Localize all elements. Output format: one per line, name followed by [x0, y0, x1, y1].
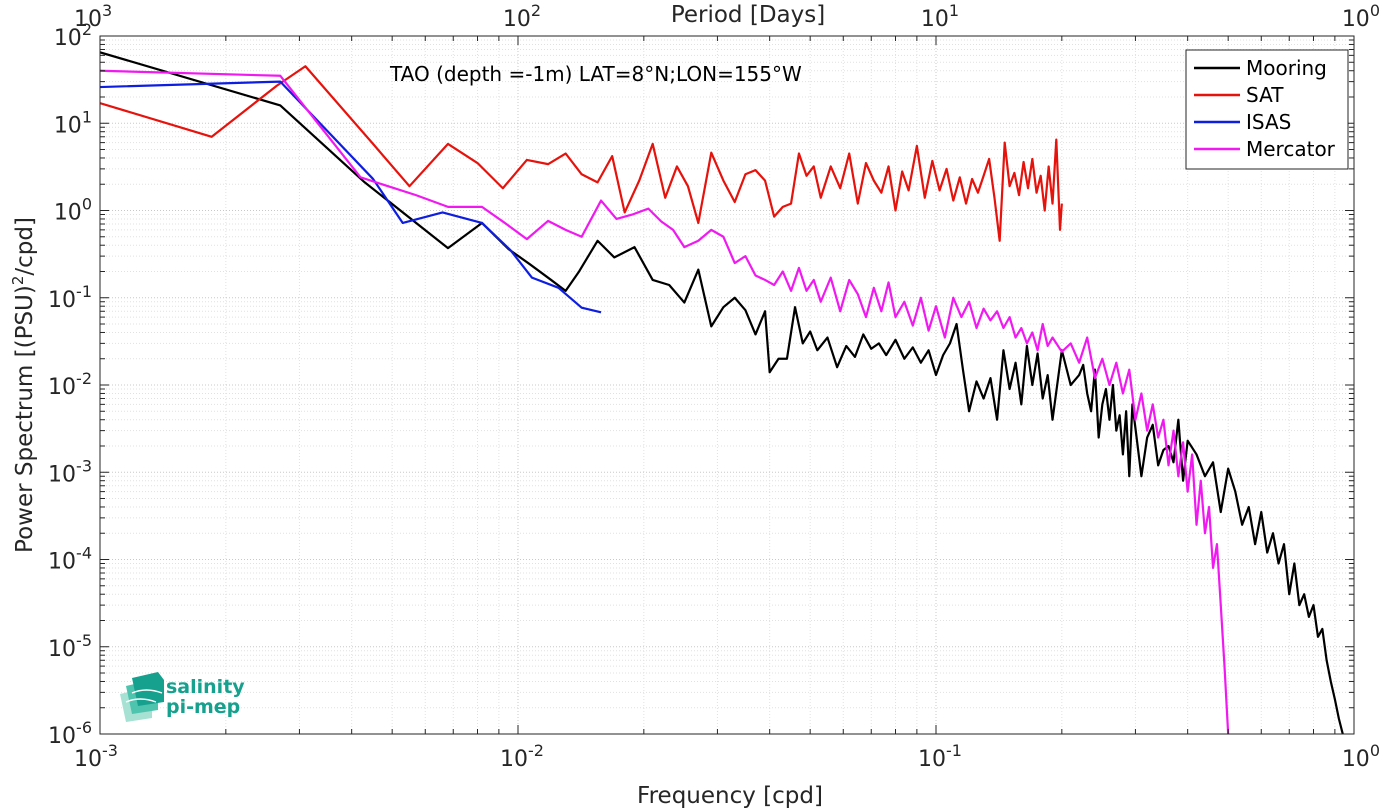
series-line-isas [100, 80, 602, 314]
ticks [99, 35, 1355, 735]
y-axis-title: Power Spectrum [(PSU)2/cpd] [9, 217, 38, 553]
y-tick-label: 10-6 [48, 718, 92, 749]
y-tick-label: 10-2 [48, 369, 92, 400]
top-tick-label: 100 [1342, 1, 1380, 32]
legend-label-isas: ISAS [1246, 110, 1291, 134]
y-tick-label: 10-4 [48, 544, 92, 575]
logo-text-pi-mep: pi-mep [166, 696, 240, 718]
logo-text-salinity: salinity [166, 676, 245, 698]
grid [100, 36, 1354, 734]
top-axis-title: Period [Days] [671, 2, 825, 28]
legend: Mooring SAT ISAS Mercator [1185, 49, 1349, 170]
series-line-mooring [100, 51, 1344, 734]
y-tick-label: 10-5 [48, 631, 92, 662]
top-tick-label: 102 [503, 1, 541, 32]
y-tick-label: 10-3 [48, 456, 92, 487]
y-tick-label: 100 [54, 195, 92, 226]
y-tick-label: 10-1 [48, 282, 92, 313]
y-tick-label: 102 [54, 20, 92, 51]
legend-label-mooring: Mooring [1246, 56, 1327, 80]
axis-labels: 10-3 10-2 10-1 100 10-6 10-5 10-4 10-3 10-2 10-1 1… [48, 1, 1380, 772]
legend-label-sat: SAT [1246, 83, 1284, 107]
x-tick-label: 10-2 [500, 741, 544, 772]
series-line-mercator [100, 69, 1230, 734]
logo-icon [120, 672, 164, 722]
top-tick-label: 101 [921, 1, 959, 32]
x-tick-label: 10-1 [918, 741, 962, 772]
x-axis-title: Frequency [cpd] [637, 783, 823, 809]
series-layer [100, 51, 1344, 734]
plot-title: TAO (depth =-1m) LAT=8°N;LON=155°W [389, 62, 802, 86]
legend-label-mercator: Mercator [1246, 137, 1336, 161]
series-line-sat [100, 65, 1063, 242]
y-tick-label: 101 [54, 107, 92, 138]
x-tick-label: 10-3 [74, 741, 118, 772]
x-tick-label: 100 [1342, 741, 1380, 772]
top-tick-label: 103 [74, 1, 112, 32]
salinity-pi-mep-logo: salinity pi-mep [120, 672, 245, 722]
